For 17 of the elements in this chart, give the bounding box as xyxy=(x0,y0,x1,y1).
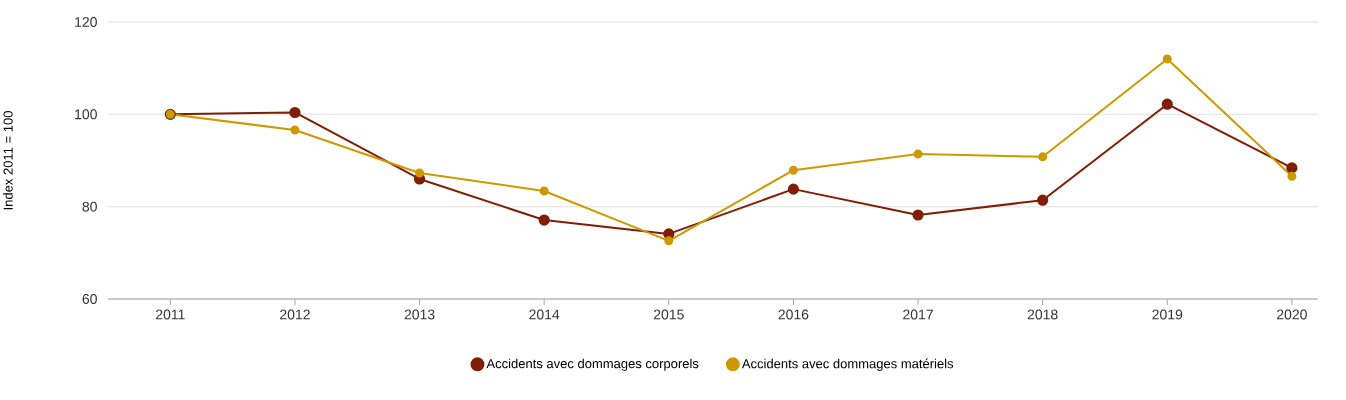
x-tick-label: 2019 xyxy=(1152,309,1183,320)
x-tick-label: 2015 xyxy=(653,309,684,320)
x-tick-label: 2020 xyxy=(1277,309,1307,320)
y-tick-label: 120 xyxy=(75,17,97,27)
x-tick-label: 2018 xyxy=(1027,309,1058,320)
y-tick-label: 100 xyxy=(75,109,97,120)
legend-label: Accidents avec dommages corporels xyxy=(486,358,699,371)
y-tick-label: 80 xyxy=(82,201,97,212)
x-tick-label: 2016 xyxy=(778,309,809,320)
x-tick-label: 2017 xyxy=(903,309,933,320)
x-tick-label: 2014 xyxy=(529,309,560,320)
x-tick-label: 2012 xyxy=(280,309,310,320)
y-tick-label: 60 xyxy=(82,294,97,304)
x-tick-label: 2011 xyxy=(155,309,185,320)
y-axis-title: Index 2011 = 100 xyxy=(3,111,13,210)
x-tick-label: 2013 xyxy=(404,309,435,320)
legend-label: Accidents avec dommages matériels xyxy=(741,358,954,371)
